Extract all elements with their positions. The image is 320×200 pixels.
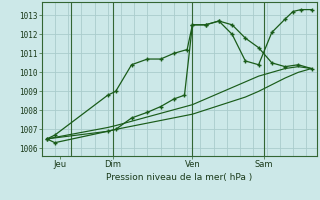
X-axis label: Pression niveau de la mer( hPa ): Pression niveau de la mer( hPa )	[106, 173, 252, 182]
